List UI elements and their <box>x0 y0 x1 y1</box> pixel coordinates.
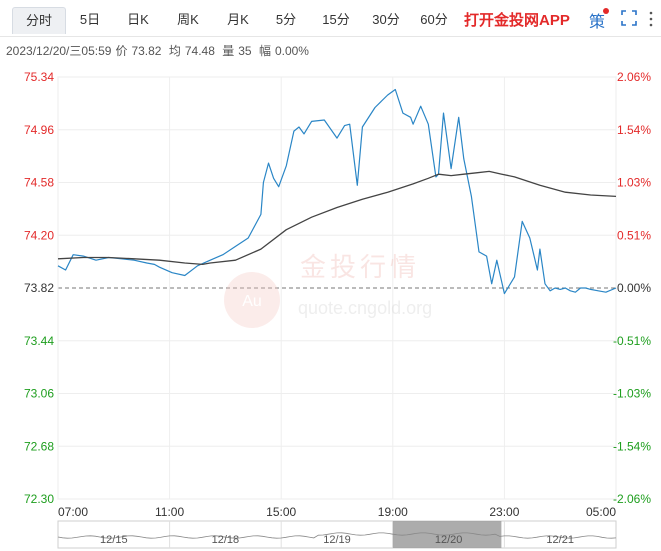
y-tick-left-label: 74.96 <box>24 123 54 137</box>
y-tick-right-label: -0.51% <box>613 334 651 348</box>
price-label: 价 <box>115 44 128 58</box>
tab-60min[interactable]: 60分 <box>420 12 448 27</box>
x-axis: 07:00 11:00 15:00 19:00 23:00 05:00 <box>58 505 616 519</box>
y-tick-left-label: 74.20 <box>24 228 54 242</box>
navigator-date-label: 12/20 <box>435 534 463 546</box>
notification-dot <box>603 8 609 14</box>
x-tick-label: 19:00 <box>378 505 408 519</box>
more-options-icon[interactable] <box>648 10 654 28</box>
navigator-date-label: 12/15 <box>100 534 128 546</box>
y-tick-right-label: -1.03% <box>613 387 651 401</box>
avg-value: 74.48 <box>184 44 215 58</box>
navigator-date-label: 12/18 <box>212 534 240 546</box>
quote-datetime: 2023/12/20/三05:59 <box>6 44 112 58</box>
x-tick-label: 07:00 <box>58 505 88 519</box>
volume-value: 35 <box>238 44 252 58</box>
quote-info-bar: 2023/12/20/三05:59 价 73.82 均 74.48 量 35 幅 0.00… <box>6 42 313 59</box>
y-tick-right-label: 1.03% <box>617 176 651 190</box>
navigator-mini-line <box>57 532 617 539</box>
fullscreen-icon[interactable] <box>621 10 637 26</box>
tab-30min[interactable]: 30分 <box>372 12 400 27</box>
tab-15min[interactable]: 15分 <box>322 12 350 27</box>
navigator-date-label: 12/21 <box>546 534 574 546</box>
navigator-frame <box>57 520 617 549</box>
y-tick-right-label: -2.06% <box>613 492 651 506</box>
tab-daily-k[interactable]: 日K <box>127 12 149 27</box>
y-axis-right: 2.06% 1.54% 1.03% 0.51% 0.00% -0.51% -1.03% -1.… <box>613 70 651 506</box>
watermark: Au 金投行情 quote.cngold.org <box>224 252 432 328</box>
period-tabs: 分时 5日 日K 周K 月K 5分 15分 30分 60分 打开金投网APP 策 <box>0 0 661 37</box>
series-line-avg <box>57 170 617 266</box>
y-tick-right-label: 0.51% <box>617 228 651 242</box>
open-app-link[interactable]: 打开金投网APP <box>464 12 570 29</box>
chart-grid <box>57 76 617 500</box>
series-lines <box>57 88 617 295</box>
y-tick-left-label: 73.44 <box>24 334 54 348</box>
watermark-logo-text: Au <box>242 293 262 310</box>
plot-frame <box>57 76 617 500</box>
change-label: 幅 <box>258 44 271 58</box>
navigator-date-label: 12/19 <box>323 534 351 546</box>
x-tick-label: 05:00 <box>586 505 616 519</box>
strategy-button[interactable]: 策 <box>589 14 606 31</box>
watermark-url: quote.cngold.org <box>298 298 432 318</box>
volume-label: 量 <box>222 44 235 58</box>
series-line-price <box>57 88 617 295</box>
y-tick-left-label: 74.58 <box>24 176 54 190</box>
avg-label: 均 <box>168 44 181 58</box>
watermark-brand: 金投行情 <box>300 252 420 282</box>
y-tick-right-label: -1.54% <box>613 439 651 453</box>
watermark-logo <box>224 272 280 328</box>
y-tick-left-label: 75.34 <box>24 70 54 84</box>
tab-monthly-k[interactable]: 月K <box>227 12 249 27</box>
tab-intraday[interactable]: 分时 <box>12 7 66 34</box>
y-tick-left-label: 73.06 <box>24 387 54 401</box>
y-tick-right-label: 0.00% <box>617 281 651 295</box>
y-tick-right-label: 2.06% <box>617 70 651 84</box>
price-value: 73.82 <box>131 44 162 58</box>
y-tick-left-label: 72.68 <box>24 439 54 453</box>
tab-5min[interactable]: 5分 <box>275 12 297 27</box>
change-value: 0.00% <box>274 44 309 58</box>
x-tick-label: 11:00 <box>155 505 184 519</box>
time-navigator: 12/15 12/18 12/19 12/20 12/21 <box>57 520 617 549</box>
y-tick-left-label: 72.30 <box>24 492 54 506</box>
tab-weekly-k[interactable]: 周K <box>177 12 199 27</box>
y-tick-left-label: 73.82 <box>24 281 54 295</box>
y-tick-right-label: 1.54% <box>617 123 651 137</box>
x-tick-label: 15:00 <box>266 505 296 519</box>
tab-5day[interactable]: 5日 <box>79 12 101 27</box>
y-axis-left: 75.34 74.96 74.58 74.20 73.82 73.44 73.06 72.68… <box>24 70 54 506</box>
x-tick-label: 23:00 <box>489 505 519 519</box>
